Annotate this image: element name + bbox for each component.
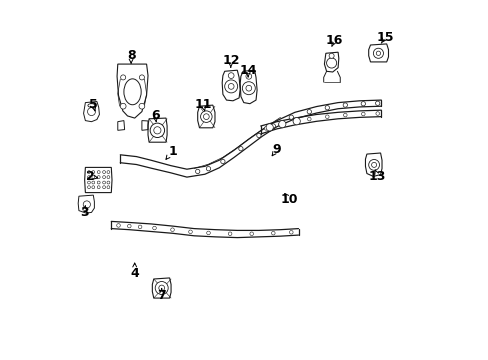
Circle shape — [245, 73, 251, 79]
Text: 7: 7 — [157, 289, 166, 302]
Circle shape — [150, 123, 164, 138]
Circle shape — [256, 133, 261, 138]
Circle shape — [92, 176, 95, 179]
Circle shape — [375, 51, 380, 55]
Circle shape — [249, 232, 253, 235]
Circle shape — [206, 231, 210, 235]
Text: 13: 13 — [368, 170, 386, 183]
Circle shape — [325, 105, 329, 110]
Text: 8: 8 — [126, 49, 135, 62]
Circle shape — [92, 181, 95, 184]
Circle shape — [107, 176, 110, 179]
Circle shape — [270, 124, 275, 128]
Text: 2: 2 — [86, 170, 95, 183]
Circle shape — [228, 73, 234, 78]
Text: 5: 5 — [89, 98, 98, 111]
Circle shape — [306, 109, 311, 114]
Circle shape — [292, 118, 300, 125]
Circle shape — [242, 82, 255, 95]
Circle shape — [375, 112, 379, 115]
Text: 3: 3 — [80, 206, 88, 219]
Circle shape — [228, 232, 231, 235]
Circle shape — [278, 121, 285, 128]
Circle shape — [278, 123, 282, 126]
Circle shape — [265, 124, 273, 131]
Circle shape — [92, 186, 95, 189]
Circle shape — [325, 115, 328, 118]
Circle shape — [102, 181, 105, 184]
Circle shape — [87, 186, 90, 189]
Circle shape — [203, 114, 209, 120]
Circle shape — [292, 120, 296, 123]
Circle shape — [97, 186, 100, 189]
Circle shape — [245, 85, 251, 91]
Circle shape — [107, 186, 110, 189]
Text: 4: 4 — [130, 267, 139, 280]
Circle shape — [87, 181, 90, 184]
Circle shape — [326, 58, 336, 68]
Circle shape — [206, 167, 210, 171]
Circle shape — [127, 224, 131, 228]
Circle shape — [155, 282, 168, 294]
Circle shape — [102, 176, 105, 179]
Circle shape — [371, 162, 376, 167]
Circle shape — [200, 111, 212, 122]
Circle shape — [153, 127, 161, 134]
Circle shape — [289, 230, 292, 234]
Circle shape — [138, 225, 142, 229]
Circle shape — [228, 84, 234, 89]
Circle shape — [152, 226, 156, 230]
Text: 6: 6 — [151, 109, 159, 122]
Circle shape — [87, 171, 90, 174]
Circle shape — [271, 231, 275, 235]
Circle shape — [328, 53, 333, 58]
Circle shape — [238, 147, 243, 151]
Text: 1: 1 — [168, 145, 177, 158]
Circle shape — [188, 230, 192, 234]
Circle shape — [343, 103, 347, 107]
Text: 10: 10 — [280, 193, 298, 206]
Circle shape — [139, 75, 144, 80]
Circle shape — [97, 171, 100, 174]
Circle shape — [87, 108, 95, 116]
Text: 14: 14 — [239, 64, 256, 77]
Circle shape — [224, 80, 237, 93]
Circle shape — [92, 171, 95, 174]
Circle shape — [97, 176, 100, 179]
Circle shape — [288, 115, 293, 120]
Circle shape — [170, 228, 174, 231]
Text: 11: 11 — [194, 98, 211, 111]
Text: 15: 15 — [375, 31, 393, 44]
Circle shape — [102, 171, 105, 174]
Circle shape — [117, 224, 120, 227]
Circle shape — [373, 48, 383, 58]
Circle shape — [264, 127, 267, 130]
Circle shape — [83, 201, 90, 208]
Circle shape — [307, 117, 310, 121]
Circle shape — [102, 186, 105, 189]
Circle shape — [220, 159, 224, 164]
Circle shape — [87, 176, 90, 179]
Circle shape — [361, 102, 365, 106]
Circle shape — [375, 101, 379, 105]
Text: 16: 16 — [325, 34, 343, 47]
Circle shape — [107, 181, 110, 184]
Text: 9: 9 — [272, 143, 281, 156]
Circle shape — [97, 181, 100, 184]
Circle shape — [107, 171, 110, 174]
Circle shape — [120, 103, 126, 109]
Circle shape — [139, 103, 144, 109]
Circle shape — [368, 159, 379, 170]
Circle shape — [159, 285, 164, 291]
Text: 12: 12 — [222, 54, 239, 67]
Circle shape — [343, 113, 346, 117]
Circle shape — [121, 75, 125, 80]
Circle shape — [361, 112, 365, 116]
Circle shape — [195, 169, 200, 174]
